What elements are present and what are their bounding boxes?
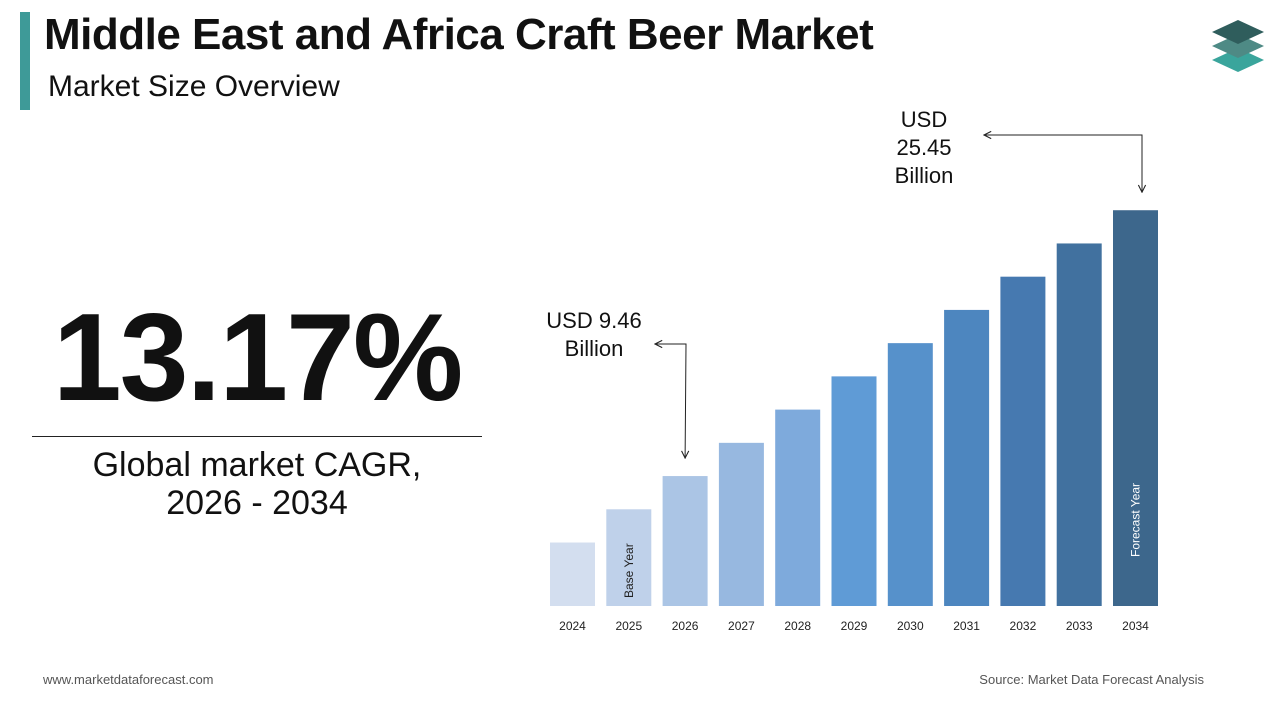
annotation-label: 25.45: [896, 135, 951, 160]
x-tick-label: 2031: [953, 619, 980, 633]
x-tick-label: 2033: [1066, 619, 1093, 633]
cagr-label-line2: 2026 - 2034: [166, 484, 348, 523]
bar-2032: [1000, 276, 1046, 606]
annotation-label: USD 9.46: [546, 308, 641, 333]
x-tick-label: 2032: [1010, 619, 1037, 633]
bar-2024: [550, 542, 595, 606]
stacked-layers-icon: [1212, 20, 1264, 72]
cagr-label-line1: Global market CAGR,: [92, 446, 422, 484]
x-tick-label: 2024: [559, 619, 586, 633]
x-tick-label: 2028: [784, 619, 811, 633]
x-tick-label: 2027: [728, 619, 755, 633]
logo-layer-bottom: [1212, 48, 1264, 72]
bar-label: Base Year: [622, 543, 636, 598]
bar-2030: [887, 343, 933, 606]
page-subtitle: Market Size Overview: [48, 70, 340, 103]
annotation-arrow: [655, 344, 686, 458]
logo-layer-middle: [1212, 34, 1264, 58]
cagr-label: Global market CAGR, 2026 - 2034: [32, 446, 482, 523]
bar-2028: [775, 409, 821, 606]
logo-layer-top: [1212, 20, 1264, 44]
annotation-arrow: [984, 135, 1142, 192]
x-tick-label: 2026: [672, 619, 699, 633]
cagr-value: 13.17%: [52, 289, 464, 427]
x-tick-label: 2030: [897, 619, 924, 633]
page-title: Middle East and Africa Craft Beer Market: [44, 10, 874, 59]
annotation-label: Billion: [565, 336, 624, 361]
bar-2029: [831, 376, 877, 606]
source-note: Source: Market Data Forecast Analysis: [979, 672, 1204, 687]
bar-2026: [662, 476, 708, 606]
bar-2027: [718, 442, 764, 606]
bar-label: Forecast Year: [1129, 483, 1143, 557]
kpi-divider: [32, 436, 482, 437]
bar-2033: [1056, 243, 1102, 606]
bar-2031: [944, 309, 990, 606]
website-link[interactable]: www.marketdataforecast.com: [43, 672, 214, 687]
annotation-label: Billion: [895, 163, 954, 188]
bar-2034: [1113, 210, 1158, 606]
x-tick-label: 2034: [1122, 619, 1149, 633]
title-accent-bar: [20, 12, 30, 110]
annotation-label: USD: [901, 107, 947, 132]
x-tick-label: 2029: [841, 619, 868, 633]
x-tick-label: 2025: [615, 619, 642, 633]
bar-2025: [606, 509, 652, 606]
